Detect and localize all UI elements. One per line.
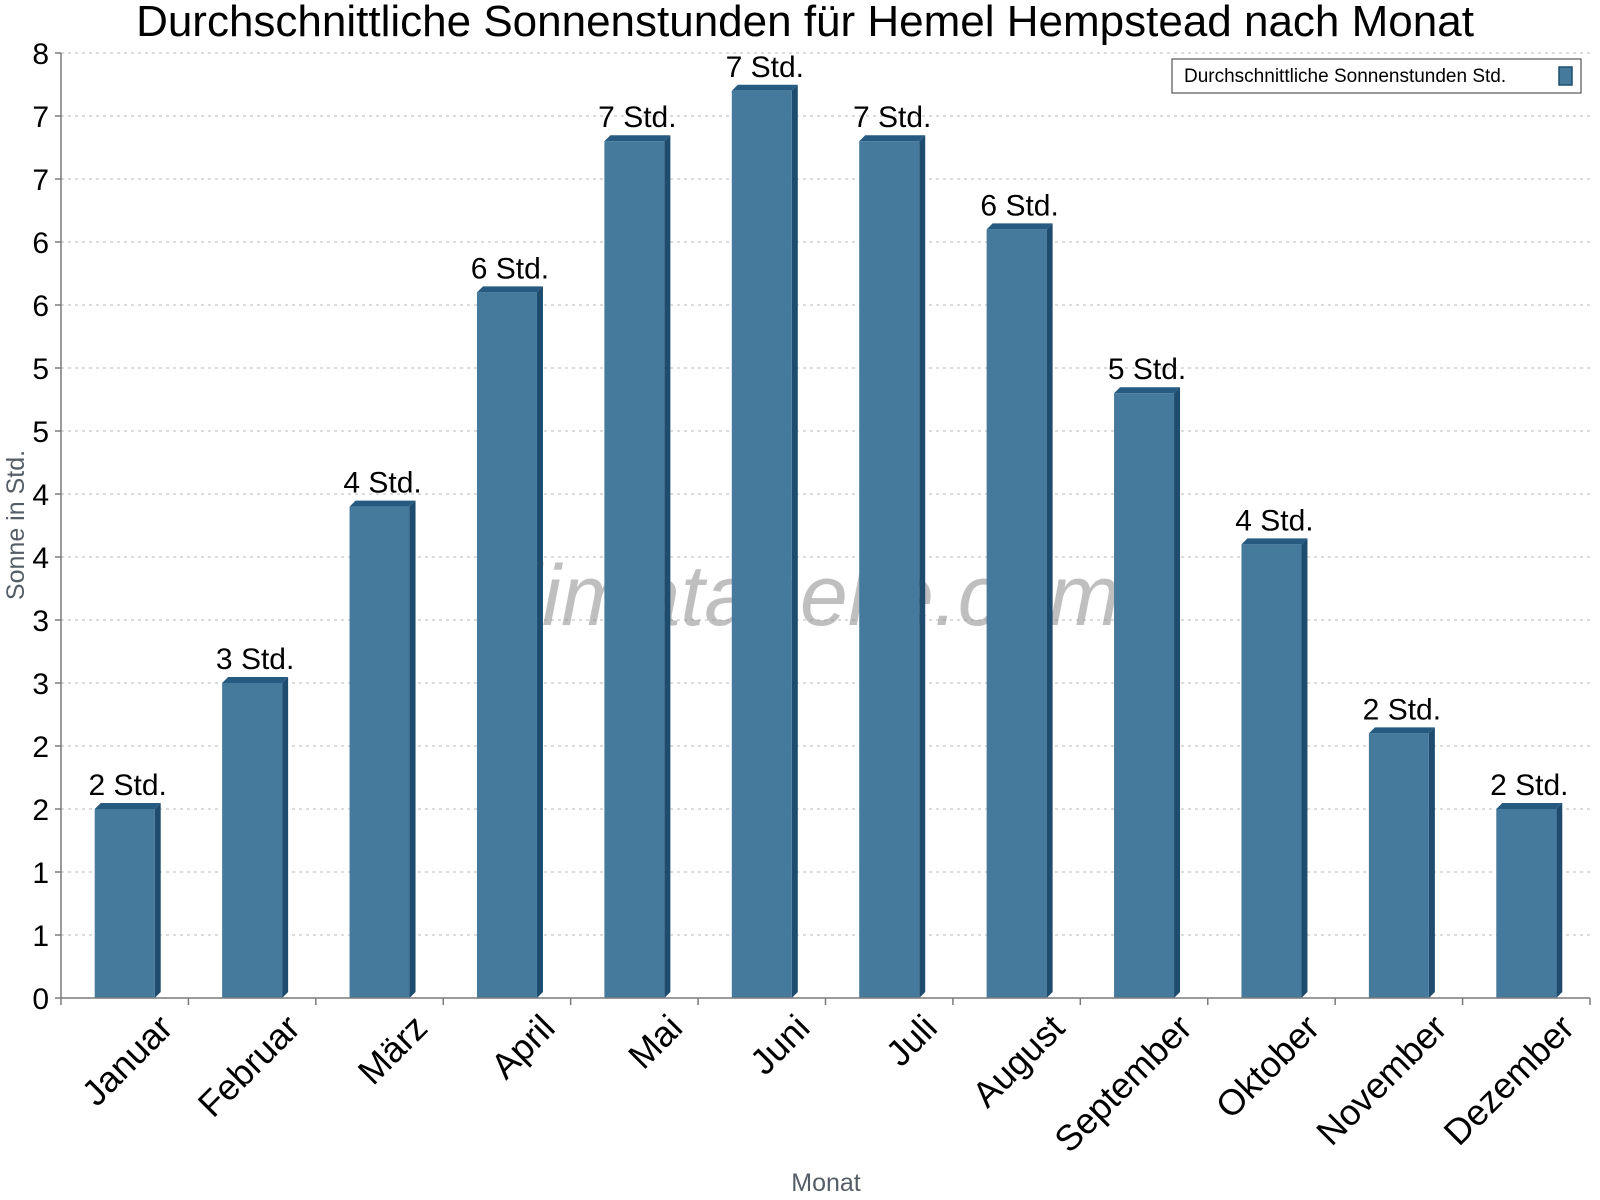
- y-tick-label: 1: [32, 857, 49, 890]
- y-tick-label: 0: [32, 983, 49, 1016]
- bar-top: [1241, 538, 1308, 545]
- x-tick-label: April: [483, 1007, 563, 1087]
- bar-top: [1496, 803, 1563, 809]
- bar: [604, 141, 665, 998]
- data-label: 2 Std.: [1363, 693, 1441, 726]
- y-tick-label: 5: [32, 416, 49, 449]
- data-label: 6 Std.: [980, 189, 1058, 222]
- x-tick-label: Juli: [878, 1007, 945, 1074]
- bar-side: [154, 803, 161, 998]
- data-label: 7 Std.: [853, 101, 931, 134]
- bar-side: [919, 135, 926, 998]
- bar-side: [1556, 803, 1563, 998]
- bar-side: [409, 500, 416, 998]
- y-tick-labels: 0 1 1 2 2 3 3 4 4 5 5 6 6 7 7 8: [32, 38, 49, 1016]
- data-label: 4 Std.: [1235, 504, 1313, 537]
- bars: [94, 84, 1563, 999]
- axes: [55, 52, 1591, 1005]
- bar: [731, 90, 792, 999]
- x-tick-label: Oktober: [1208, 1007, 1328, 1127]
- data-label: 2 Std.: [1490, 769, 1568, 802]
- y-tick-label: 1: [32, 920, 49, 953]
- data-label: 5 Std.: [1108, 353, 1186, 386]
- bar-top: [476, 286, 543, 293]
- x-tick-label: Mai: [620, 1007, 690, 1077]
- y-tick-label: 2: [32, 731, 49, 764]
- bar-top: [986, 223, 1053, 230]
- data-labels: 2 Std. 3 Std. 4 Std. 6 Std. 7 Std. 7 Std. 7 St…: [89, 51, 1569, 802]
- x-tick-label: August: [964, 1007, 1072, 1115]
- y-tick-label: 5: [32, 353, 49, 386]
- y-tick-label: 7: [32, 164, 49, 197]
- y-tick-label: 4: [32, 479, 49, 512]
- bar-top: [731, 84, 798, 91]
- bar-top: [222, 677, 289, 683]
- y-axis-title: Sonne in Std.: [2, 450, 30, 600]
- legend-box: [1171, 58, 1582, 94]
- bar: [986, 229, 1047, 998]
- bar: [476, 292, 537, 998]
- bar-side: [1046, 223, 1053, 998]
- bar-side: [1174, 387, 1181, 998]
- bar-side: [791, 84, 798, 999]
- bar: [222, 683, 283, 998]
- x-tick-label: Februar: [190, 1007, 308, 1125]
- bar-top: [604, 135, 671, 142]
- chart-title: Durchschnittliche Sonnenstunden für Heme…: [136, 0, 1474, 46]
- y-tick-label: 3: [32, 668, 49, 701]
- legend-label: Durchschnittliche Sonnenstunden Std.: [1184, 66, 1506, 87]
- y-tick-label: 4: [32, 542, 49, 575]
- bar-side: [1428, 727, 1435, 998]
- bar-side: [1301, 538, 1308, 998]
- y-tick-label: 6: [32, 290, 49, 323]
- x-tick-label: September: [1046, 1007, 1200, 1161]
- bar: [94, 809, 155, 998]
- data-label: 4 Std.: [343, 467, 421, 500]
- data-label: 3 Std.: [216, 643, 294, 676]
- x-tick-label: März: [350, 1007, 436, 1093]
- y-tick-label: 2: [32, 794, 49, 827]
- data-label: 7 Std.: [598, 101, 676, 134]
- bar: [1241, 544, 1302, 998]
- data-label: 6 Std.: [471, 252, 549, 285]
- bar-side: [664, 135, 671, 998]
- bar: [1114, 393, 1175, 998]
- data-label: 2 Std.: [89, 769, 167, 802]
- y-tick-label: 3: [32, 605, 49, 638]
- data-label: 7 Std.: [726, 51, 804, 84]
- bar-top: [94, 803, 161, 809]
- bar-side: [536, 286, 543, 998]
- grid-lines: [61, 52, 1590, 936]
- x-tick-labels: Januar Februar März April Mai Juni Juli AugustS…: [74, 1007, 1582, 1161]
- legend: Durchschnittliche Sonnenstunden Std.: [1171, 58, 1582, 94]
- bar: [349, 506, 410, 998]
- bar: [1368, 733, 1429, 998]
- bar-top: [1368, 727, 1435, 734]
- y-tick-label: 6: [32, 227, 49, 260]
- bar-top: [859, 135, 926, 142]
- bar: [859, 141, 920, 998]
- x-tick-label: Januar: [74, 1007, 181, 1114]
- y-tick-label: 8: [32, 38, 49, 71]
- legend-swatch: [1558, 66, 1573, 86]
- bar-side: [282, 677, 289, 998]
- bar-top: [349, 500, 416, 507]
- bar: [1496, 809, 1557, 998]
- x-axis-title: Monat: [791, 1169, 861, 1197]
- bar-top: [1114, 387, 1181, 394]
- x-tick-label: Juni: [742, 1007, 818, 1083]
- y-tick-label: 7: [32, 101, 49, 134]
- x-tick-label: Dezember: [1436, 1007, 1582, 1153]
- x-tick-label: November: [1308, 1007, 1454, 1153]
